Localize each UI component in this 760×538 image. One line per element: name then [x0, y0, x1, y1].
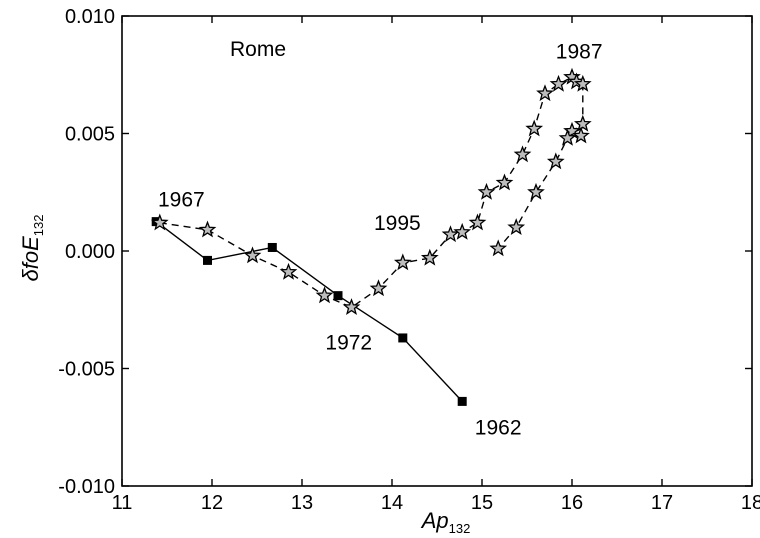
axes	[121, 15, 753, 487]
y-tick-label: 0.000	[65, 241, 115, 263]
data-point-star	[468, 213, 487, 231]
data-point-star	[495, 173, 514, 191]
data-point-star	[546, 152, 565, 170]
x-tick-label: 17	[651, 492, 673, 514]
x-tick-label: 12	[201, 492, 223, 514]
data-point-star	[453, 222, 472, 240]
x-axis-title: Ap132	[420, 508, 471, 536]
data-point-star	[525, 119, 544, 137]
y-axis-title: δfoE132	[18, 215, 46, 282]
data-point-star	[572, 126, 590, 144]
data-point-square	[203, 255, 212, 265]
series-points	[150, 67, 592, 406]
y-tick-label: -0.010	[58, 476, 115, 498]
data-point-star	[315, 286, 334, 304]
y-axis-title-sub: 132	[31, 215, 46, 237]
x-tick-label: 15	[471, 492, 493, 514]
data-point-star	[393, 253, 412, 271]
data-point-square	[333, 291, 343, 301]
data-point-star	[342, 298, 361, 315]
x-axis-title-sub: 132	[449, 521, 471, 536]
x-tick-label: 11	[112, 492, 133, 514]
data-point-star	[477, 182, 496, 200]
data-point-square	[267, 242, 277, 252]
data-point-star	[489, 239, 508, 257]
data-point-star	[369, 279, 388, 297]
data-point-star	[513, 145, 532, 163]
data-point-star	[527, 182, 545, 200]
y-tick-label: 0.010	[65, 6, 115, 28]
data-point-star	[420, 248, 439, 266]
data-point-square	[457, 396, 467, 406]
y-axis-title-prefix: δ	[18, 268, 43, 281]
series-lines	[155, 76, 584, 402]
data-point-star	[441, 225, 460, 243]
data-point-star	[536, 84, 554, 102]
y-tick-label: -0.005	[58, 359, 115, 381]
x-axis-ticks: 11 12 13 14 15 16 17 18	[112, 16, 760, 514]
data-point-star	[563, 121, 581, 139]
annotation-label: 1962	[475, 416, 522, 439]
data-point-star	[279, 262, 298, 280]
data-point-star	[507, 218, 526, 236]
data-point-star	[573, 114, 592, 132]
x-tick-label: 13	[291, 492, 313, 514]
data-point-square	[398, 333, 408, 343]
plot-frame	[121, 15, 753, 487]
x-tick-label: 18	[741, 492, 760, 514]
x-tick-label: 14	[381, 492, 403, 514]
annotation-label: 1972	[325, 332, 372, 355]
y-tick-label: 0.005	[65, 124, 115, 146]
annotation-label: 1967	[158, 188, 205, 211]
x-axis-title-main: Ap	[420, 508, 449, 533]
annotation-label: 1995	[374, 212, 421, 235]
x-tick-label: 16	[561, 492, 583, 514]
series-line-square	[155, 221, 463, 402]
data-point-star	[243, 246, 262, 264]
data-point-star	[150, 213, 169, 231]
data-point-star	[549, 74, 568, 92]
data-point-star	[558, 128, 577, 146]
annotation-label: 1987	[556, 40, 603, 63]
y-axis-title-main: foE	[18, 236, 43, 269]
annotation-label: Rome	[230, 38, 286, 61]
data-point-star	[573, 74, 592, 92]
annotations: Rome 1967 1987 1995 1972 1962	[158, 38, 603, 439]
y-axis-ticks: -0.010 -0.005 0.000 0.005 0.010	[58, 6, 752, 498]
data-point-star	[198, 220, 217, 238]
series-line-star	[159, 76, 584, 309]
